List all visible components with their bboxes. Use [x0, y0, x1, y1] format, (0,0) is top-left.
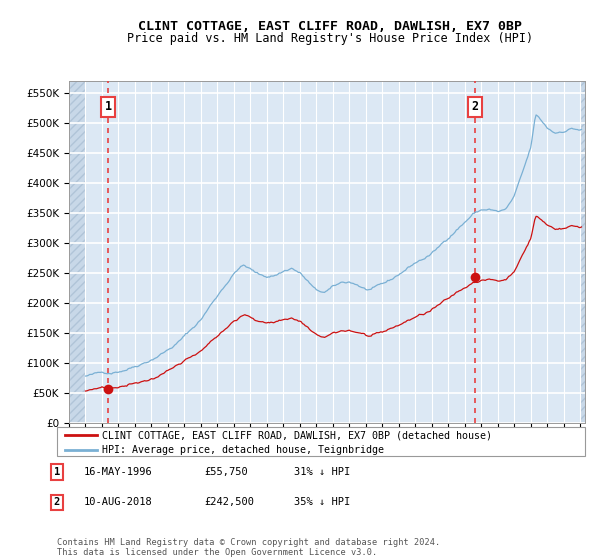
Text: Price paid vs. HM Land Registry's House Price Index (HPI): Price paid vs. HM Land Registry's House … — [127, 32, 533, 45]
Text: 1: 1 — [104, 100, 112, 113]
Text: £55,750: £55,750 — [204, 467, 248, 477]
Text: CLINT COTTAGE, EAST CLIFF ROAD, DAWLISH, EX7 0BP: CLINT COTTAGE, EAST CLIFF ROAD, DAWLISH,… — [138, 20, 522, 32]
Text: 1: 1 — [54, 467, 60, 477]
Text: £242,500: £242,500 — [204, 497, 254, 507]
FancyBboxPatch shape — [57, 427, 585, 456]
Text: HPI: Average price, detached house, Teignbridge: HPI: Average price, detached house, Teig… — [102, 445, 384, 455]
Text: 31% ↓ HPI: 31% ↓ HPI — [294, 467, 350, 477]
Text: 35% ↓ HPI: 35% ↓ HPI — [294, 497, 350, 507]
Text: 2: 2 — [54, 497, 60, 507]
Text: 10-AUG-2018: 10-AUG-2018 — [84, 497, 153, 507]
Text: 2: 2 — [471, 100, 478, 113]
Text: 16-MAY-1996: 16-MAY-1996 — [84, 467, 153, 477]
Text: CLINT COTTAGE, EAST CLIFF ROAD, DAWLISH, EX7 0BP (detached house): CLINT COTTAGE, EAST CLIFF ROAD, DAWLISH,… — [102, 430, 492, 440]
Text: Contains HM Land Registry data © Crown copyright and database right 2024.
This d: Contains HM Land Registry data © Crown c… — [57, 538, 440, 557]
